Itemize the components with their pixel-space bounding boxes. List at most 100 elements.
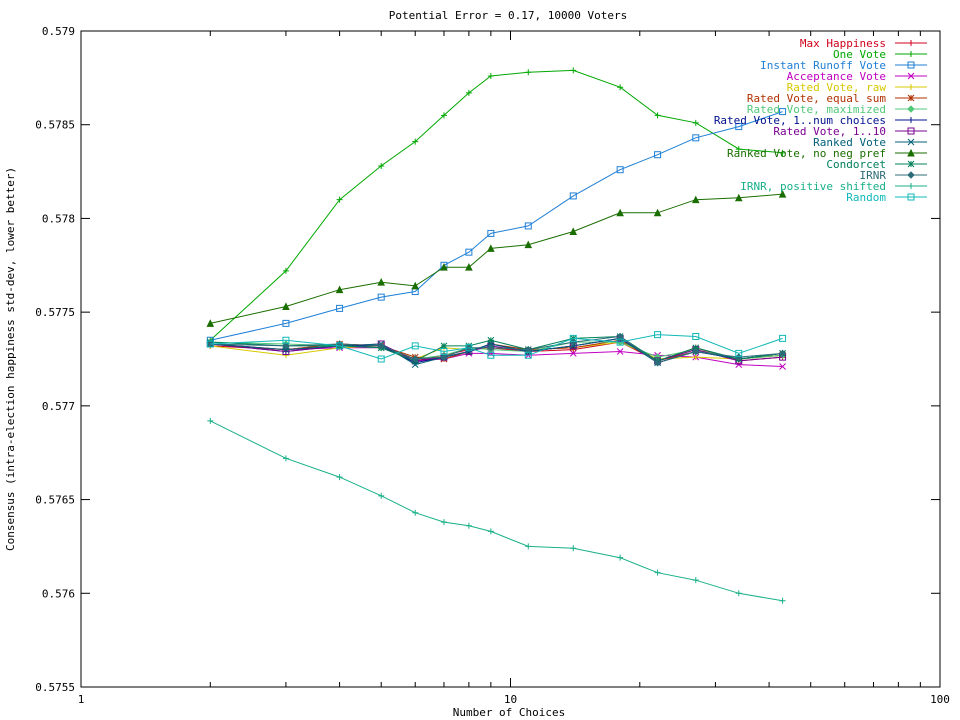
- data-point: [465, 263, 473, 271]
- data-point: [692, 577, 699, 584]
- data-point: [907, 94, 915, 102]
- data-point: [908, 40, 914, 46]
- data-point: [440, 263, 448, 271]
- legend-label: Rated Vote, 1..num choices: [714, 114, 886, 127]
- series-instant-runoff-vote: [206, 108, 787, 344]
- data-point: [569, 350, 577, 357]
- data-point: [282, 319, 290, 327]
- data-point: [440, 353, 448, 361]
- data-point: [779, 597, 786, 604]
- data-point: [487, 528, 494, 535]
- data-point: [440, 112, 447, 119]
- data-point: [282, 455, 289, 462]
- chart-title: Potential Error = 0.17, 10000 Voters: [389, 9, 627, 22]
- data-point: [908, 51, 914, 57]
- data-point: [282, 267, 289, 274]
- data-point: [412, 138, 419, 145]
- legend-label: One Vote: [833, 48, 886, 61]
- data-point: [465, 89, 472, 96]
- data-point: [440, 342, 448, 350]
- y-tick-label: 0.576: [42, 587, 75, 600]
- data-point: [411, 281, 420, 290]
- data-point: [282, 302, 290, 311]
- data-point: [654, 569, 661, 576]
- data-point: [570, 67, 577, 74]
- data-point: [569, 334, 577, 342]
- data-point: [377, 342, 385, 350]
- data-point: [654, 112, 661, 119]
- data-point: [907, 171, 915, 179]
- data-point: [692, 119, 699, 126]
- legend-label: Rated Vote, equal sum: [747, 92, 886, 105]
- legend-label: Random: [846, 191, 886, 204]
- data-point: [411, 342, 419, 350]
- data-point: [487, 244, 495, 252]
- data-point: [524, 240, 533, 249]
- data-point: [336, 304, 344, 312]
- series-line: [210, 420, 783, 602]
- data-point: [691, 195, 700, 204]
- data-point: [692, 344, 700, 352]
- series-one-vote: [207, 67, 786, 344]
- data-point: [616, 338, 624, 346]
- data-point: [487, 72, 494, 79]
- data-point: [616, 208, 624, 217]
- legend-entry: Ranked Vote, no neg pref: [727, 147, 927, 160]
- data-point: [692, 134, 700, 142]
- legend-label: Ranked Vote, no neg pref: [727, 147, 886, 160]
- legend-entry: Random: [846, 191, 927, 204]
- data-point: [735, 349, 743, 357]
- data-point: [653, 208, 662, 217]
- data-point: [569, 342, 577, 350]
- data-point: [908, 117, 914, 123]
- series-line: [210, 111, 783, 341]
- legend-label: Rated Vote, maximized: [747, 103, 886, 116]
- data-point: [779, 334, 787, 342]
- data-point: [569, 227, 578, 236]
- y-tick-label: 0.5785: [35, 119, 75, 132]
- data-point: [907, 160, 915, 168]
- data-point: [692, 347, 700, 356]
- data-point: [654, 331, 662, 339]
- legend-label: Ranked Vote: [813, 136, 886, 149]
- y-tick-label: 0.579: [42, 25, 75, 38]
- x-tick-label: 10: [504, 693, 517, 706]
- data-point: [378, 162, 385, 169]
- legend-label: IRNR: [860, 169, 887, 182]
- data-point: [377, 293, 385, 301]
- legend-label: Condorcet: [826, 158, 886, 171]
- legend-entry: Max Happiness: [800, 37, 927, 50]
- data-point: [907, 193, 915, 201]
- data-point: [907, 105, 915, 113]
- legend-entry: One Vote: [833, 48, 927, 61]
- data-point: [735, 146, 742, 153]
- data-point: [377, 355, 385, 363]
- legend-entry: IRNR, positive shifted: [740, 180, 927, 193]
- data-point: [908, 84, 914, 90]
- x-axis-label: Number of Choices: [453, 706, 566, 719]
- data-point: [779, 108, 787, 116]
- data-point: [335, 285, 344, 294]
- y-tick-label: 0.578: [42, 212, 75, 225]
- data-point: [779, 363, 786, 370]
- data-point: [412, 509, 419, 516]
- x-axis: 1 10 100: [78, 31, 950, 706]
- data-point: [779, 149, 786, 156]
- data-point: [336, 342, 344, 350]
- legend-entry: Rated Vote, maximized: [747, 103, 927, 116]
- data-point: [617, 84, 624, 91]
- data-point: [524, 222, 532, 230]
- data-point: [336, 474, 343, 481]
- y-tick-label: 0.5775: [35, 306, 75, 319]
- legend-entry: Rated Vote, 1..10: [773, 125, 927, 138]
- data-point: [465, 248, 473, 256]
- data-point: [907, 127, 915, 135]
- data-point: [692, 333, 700, 341]
- series-line: [210, 193, 783, 324]
- data-point: [465, 522, 472, 529]
- data-point: [569, 192, 577, 200]
- legend-entry: Rated Vote, 1..num choices: [714, 114, 927, 127]
- data-point: [525, 69, 532, 76]
